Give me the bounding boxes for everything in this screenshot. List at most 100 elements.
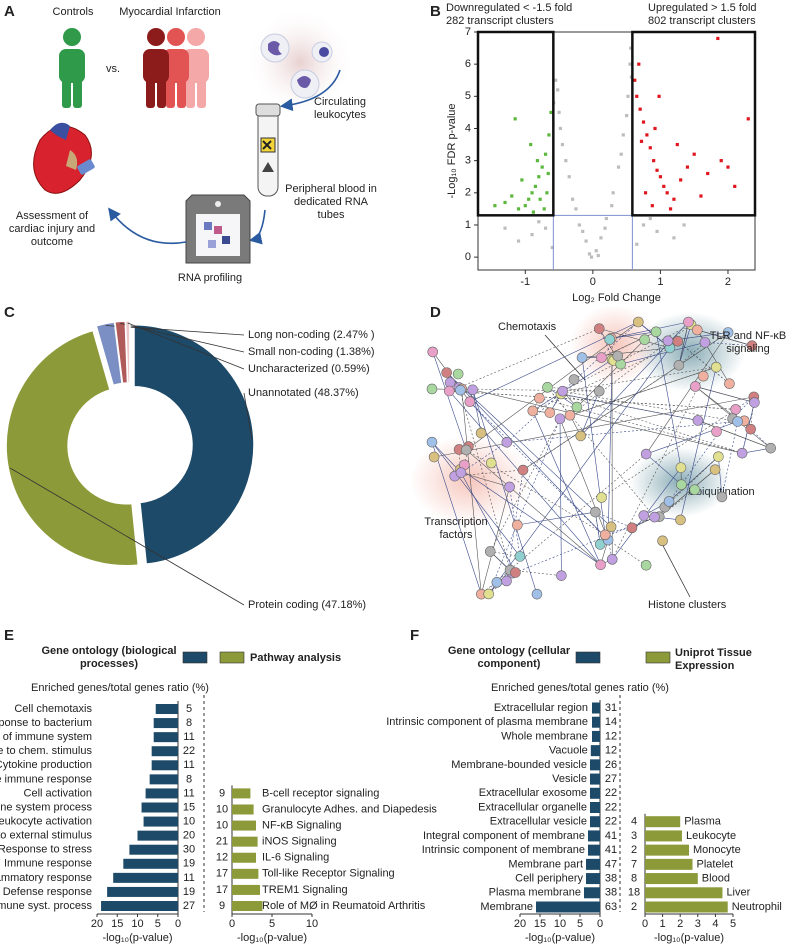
bar [151,746,178,757]
network-edge [559,418,609,541]
chip-spot [214,226,222,234]
point [641,120,646,124]
point [545,191,549,195]
group-label: Controls [52,6,94,18]
point [719,159,723,163]
network-edge [697,329,753,346]
point [621,133,625,137]
x-tick-label: 15 [111,918,123,930]
bar [232,884,260,895]
chip-spot [222,236,230,244]
point [626,94,630,98]
network-node [732,416,743,427]
network-edge [532,347,671,412]
network-node [564,409,576,421]
network-edge [655,331,682,468]
point [699,194,703,198]
leukocyte-nucleus [319,47,329,57]
point [574,207,578,211]
network-edge [718,456,723,497]
point [652,159,656,163]
network-label: Transcription factors [424,516,488,541]
category-label: Cellular response to chem. stimulus [0,745,92,757]
network-node [612,350,624,362]
network-node [594,323,605,334]
network-label: Chemotaxis [498,321,557,333]
network-edge [539,397,743,454]
tube-label-mark [262,140,272,150]
point [537,220,541,224]
ratio-label: 12 [605,730,617,742]
y-tick-label: 4 [465,122,471,134]
network-edge [458,328,600,388]
network-node [554,413,566,425]
network-node [675,514,686,526]
network-node [765,442,777,454]
network-edge [446,372,612,528]
network-edge [659,489,695,517]
network-edge [601,409,736,498]
network-node [639,334,650,346]
annotation: 802 transcript clusters [648,15,756,27]
category-label: TREM1 Signaling [262,884,348,896]
category-label: Extracellular vesicle [490,816,587,828]
point [635,94,639,98]
category-label: Neutrophil [732,901,782,913]
network-node [640,559,652,571]
network-node [512,519,523,531]
annotation: Upregulated > 1.5 fold [648,2,757,14]
point [557,110,561,115]
point [668,207,673,211]
point [533,184,538,188]
network-node [672,335,684,347]
panel-letter: C [4,304,15,321]
category-label: Cytokine production [0,759,92,771]
chip-spot [204,222,212,230]
ratio-label: 22 [605,787,617,799]
point [543,226,548,230]
ratio-label: 8 [631,872,637,884]
network-edge [460,472,510,488]
ratio-label: 11 [183,759,194,771]
point [604,216,608,221]
bar [536,901,600,913]
ratio-label: 10 [216,803,228,815]
step-label: RNA profiling [177,272,243,284]
point [547,133,551,137]
ratio-label: 41 [605,844,617,856]
bar [592,716,600,728]
point [638,107,642,111]
x-tick-label: 1 [657,276,663,288]
network-node [460,444,472,456]
point [655,229,659,234]
panel-a-illustration [33,7,355,264]
network-node [596,492,607,503]
network-edge [721,421,738,497]
ratio-title: Enriched genes/total genes ratio (%) [491,682,669,694]
x-tick-label: 0 [175,918,181,930]
category-label: Immune syst. process [0,900,92,912]
bar [137,830,178,841]
arrow [108,207,187,245]
point [549,110,553,115]
ratio-label: 11 [183,731,194,743]
network-node [673,360,685,371]
x-axis-title: -log₁₀(p-value) [237,932,307,944]
point [692,152,696,156]
network-edge [680,367,717,520]
network-node [711,426,722,437]
legend-label: Pathway analysis [250,652,342,664]
point [629,46,633,50]
donut-slice [124,320,131,384]
network [410,305,777,600]
network-node [452,368,464,380]
ratio-label: 18 [628,887,640,899]
category-label: Leukocyte [686,830,736,842]
category-label: Intrinsic component of plasma membrane [386,716,588,728]
group-label: Myocardial Infarction [119,6,221,18]
y-tick-label: 0 [465,251,471,263]
x-axis-title: -log₁₀(p-value) [102,932,172,944]
bar [101,901,178,911]
category-label: Cell activation [24,787,92,799]
